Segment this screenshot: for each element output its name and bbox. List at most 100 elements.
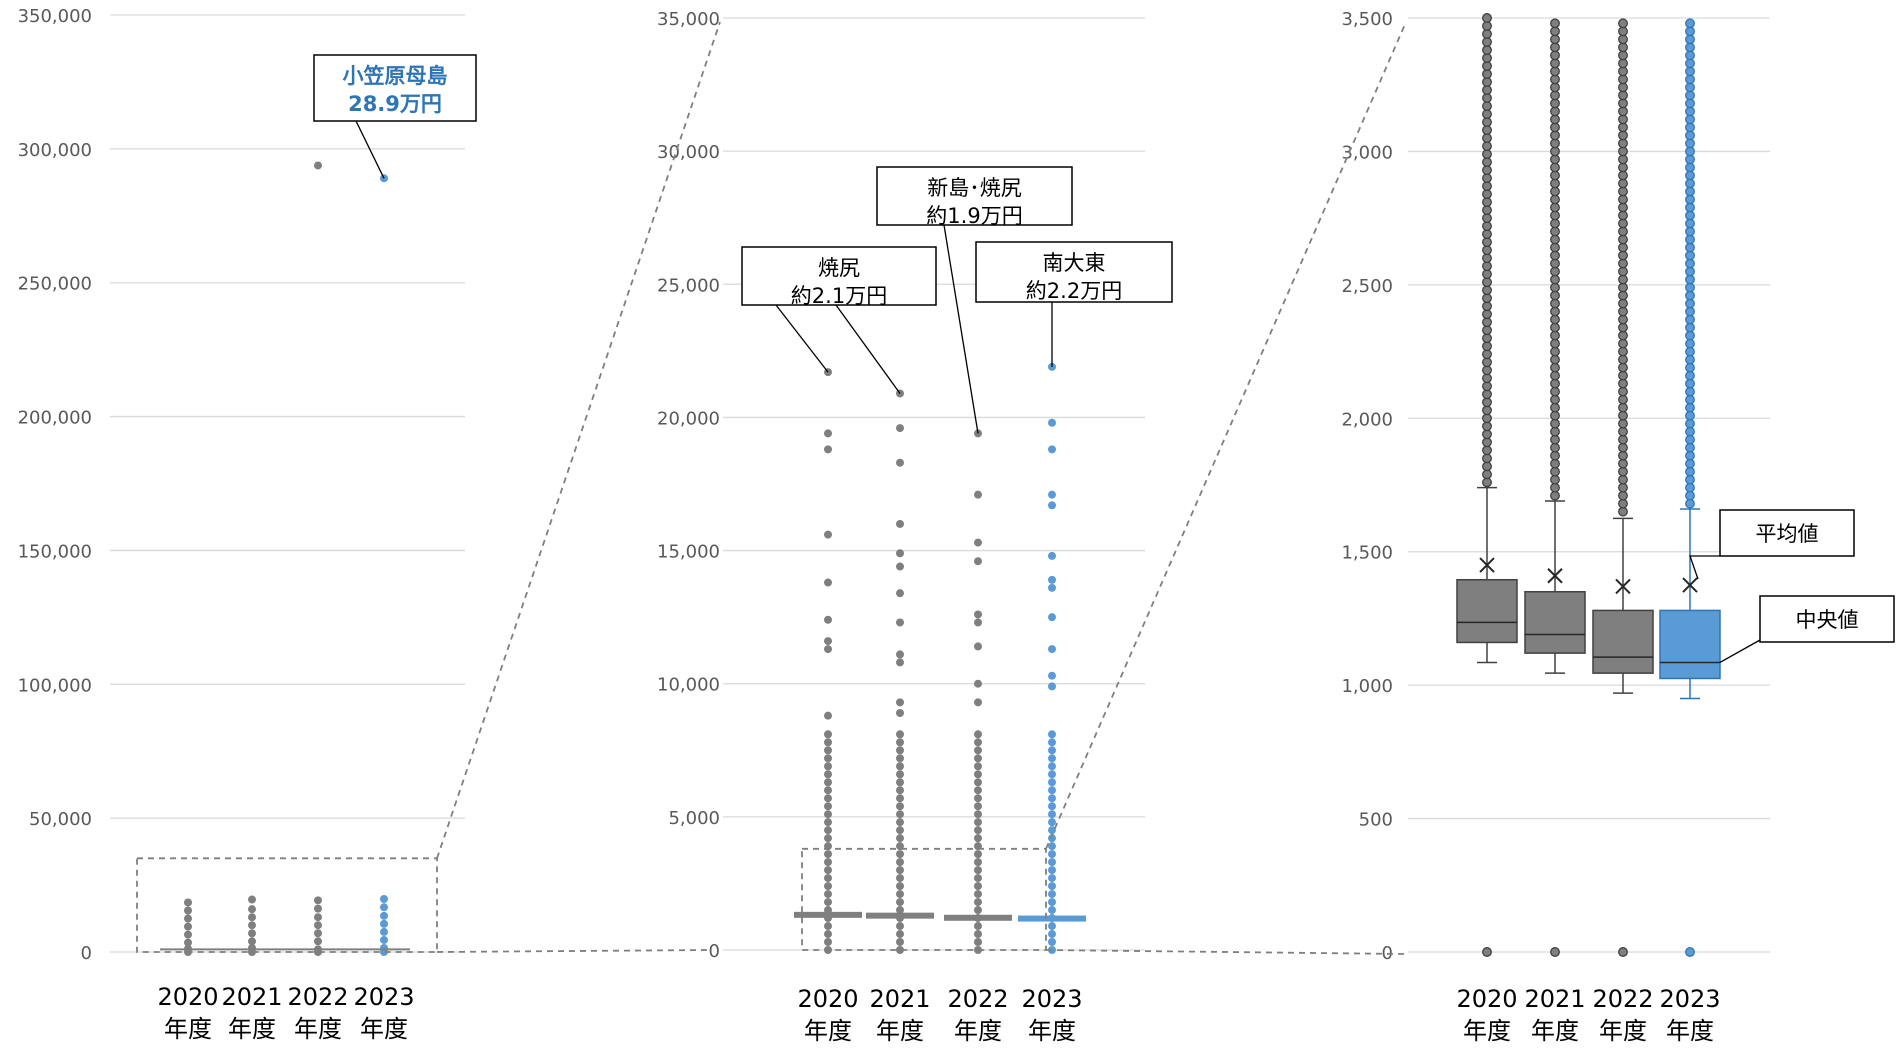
data-point <box>974 557 982 566</box>
data-point <box>974 794 982 803</box>
outlier-point <box>1685 170 1695 181</box>
outlier-point <box>1550 434 1560 445</box>
annotation-callout-text: 焼尻 <box>818 256 860 280</box>
outlier-point <box>1618 330 1628 341</box>
outlier-point <box>1618 162 1628 173</box>
outlier-point <box>1482 221 1492 232</box>
data-point <box>1048 906 1056 915</box>
outlier-point <box>1685 74 1695 85</box>
outlier-point <box>1550 50 1560 61</box>
outlier-point <box>1618 226 1628 237</box>
data-point <box>824 429 832 438</box>
data-point <box>248 913 256 922</box>
outlier-point <box>1685 306 1695 317</box>
outlier-point <box>1550 306 1560 317</box>
outlier-point <box>1550 378 1560 389</box>
outlier-point <box>1618 274 1628 285</box>
zoom-connector <box>436 21 721 859</box>
outlier-point <box>1550 458 1560 469</box>
outlier-point <box>1618 122 1628 133</box>
mean-marker <box>1479 557 1495 573</box>
data-point <box>974 618 982 627</box>
data-point <box>314 913 322 922</box>
outlier-point <box>1550 282 1560 293</box>
outlier-point <box>1482 125 1492 136</box>
data-point <box>1048 778 1056 787</box>
outlier-point <box>1482 133 1492 144</box>
outlier-point <box>1550 170 1560 181</box>
annotation-leader <box>1719 639 1761 664</box>
outlier-point <box>1550 362 1560 373</box>
data-point <box>824 858 832 867</box>
data-point <box>184 922 192 931</box>
data-point <box>1048 882 1056 891</box>
outlier-point <box>1685 322 1695 333</box>
outlier-point <box>1685 490 1695 501</box>
outlier-point <box>1482 325 1492 336</box>
data-point <box>824 890 832 899</box>
data-point <box>824 530 832 539</box>
data-point <box>974 786 982 795</box>
annotation-leader <box>1689 555 1720 580</box>
outlier-point <box>1482 397 1492 408</box>
outlier-point <box>1618 306 1628 317</box>
data-point <box>248 895 256 904</box>
outlier-point <box>1482 469 1492 480</box>
outlier-point <box>1550 106 1560 117</box>
data-point <box>1048 418 1056 427</box>
outlier-point <box>1685 234 1695 245</box>
data-point <box>974 882 982 891</box>
outlier-point <box>1685 226 1695 237</box>
outlier-point <box>1550 442 1560 453</box>
outlier-point <box>1618 138 1628 149</box>
outlier-point <box>1482 181 1492 192</box>
outlier-point <box>1618 482 1628 493</box>
x-category-label: 2021 年度 <box>869 985 930 1045</box>
outlier-point <box>1685 298 1695 309</box>
outlier-point <box>1482 947 1492 957</box>
outlier-point <box>1685 354 1695 365</box>
data-point <box>896 698 904 707</box>
outlier-point <box>1550 90 1560 101</box>
outlier-point <box>1685 474 1695 485</box>
box-iqr <box>1659 609 1721 680</box>
outlier-point <box>1482 381 1492 392</box>
data-point <box>824 645 832 654</box>
outlier-point <box>1550 66 1560 77</box>
outlier-point <box>1550 242 1560 253</box>
outlier-point <box>1482 253 1492 264</box>
outlier-point <box>1482 357 1492 368</box>
outlier-point <box>1482 117 1492 128</box>
outlier-point <box>1618 58 1628 69</box>
outlier-point <box>1685 290 1695 301</box>
data-point <box>896 589 904 598</box>
data-point <box>314 929 322 938</box>
outlier-point <box>1482 53 1492 63</box>
annotation-callout-box <box>876 166 1073 226</box>
outlier-point <box>1550 290 1560 301</box>
outlier-point <box>1618 378 1628 389</box>
outlier-point <box>1685 210 1695 221</box>
median-bar <box>944 914 1012 921</box>
outlier-point <box>1550 354 1560 365</box>
data-point <box>896 930 904 939</box>
data-point <box>1048 826 1056 835</box>
outlier-point <box>1685 282 1695 293</box>
data-point <box>824 866 832 875</box>
outlier-point <box>1550 98 1560 109</box>
outlier-point <box>1550 58 1560 69</box>
data-point <box>248 921 256 930</box>
outlier-point <box>1618 218 1628 229</box>
outlier-point <box>1482 285 1492 296</box>
outlier-point <box>1482 229 1492 240</box>
data-point <box>824 922 832 931</box>
data-point <box>380 911 388 920</box>
outlier-point <box>1685 370 1695 381</box>
outlier-point <box>1618 394 1628 405</box>
outlier-point <box>1685 154 1695 165</box>
annotation-callout-text: 約2.1万円 <box>791 284 887 308</box>
data-point <box>896 650 904 659</box>
outlier-point <box>1550 474 1560 485</box>
outlier-point <box>1550 42 1560 53</box>
